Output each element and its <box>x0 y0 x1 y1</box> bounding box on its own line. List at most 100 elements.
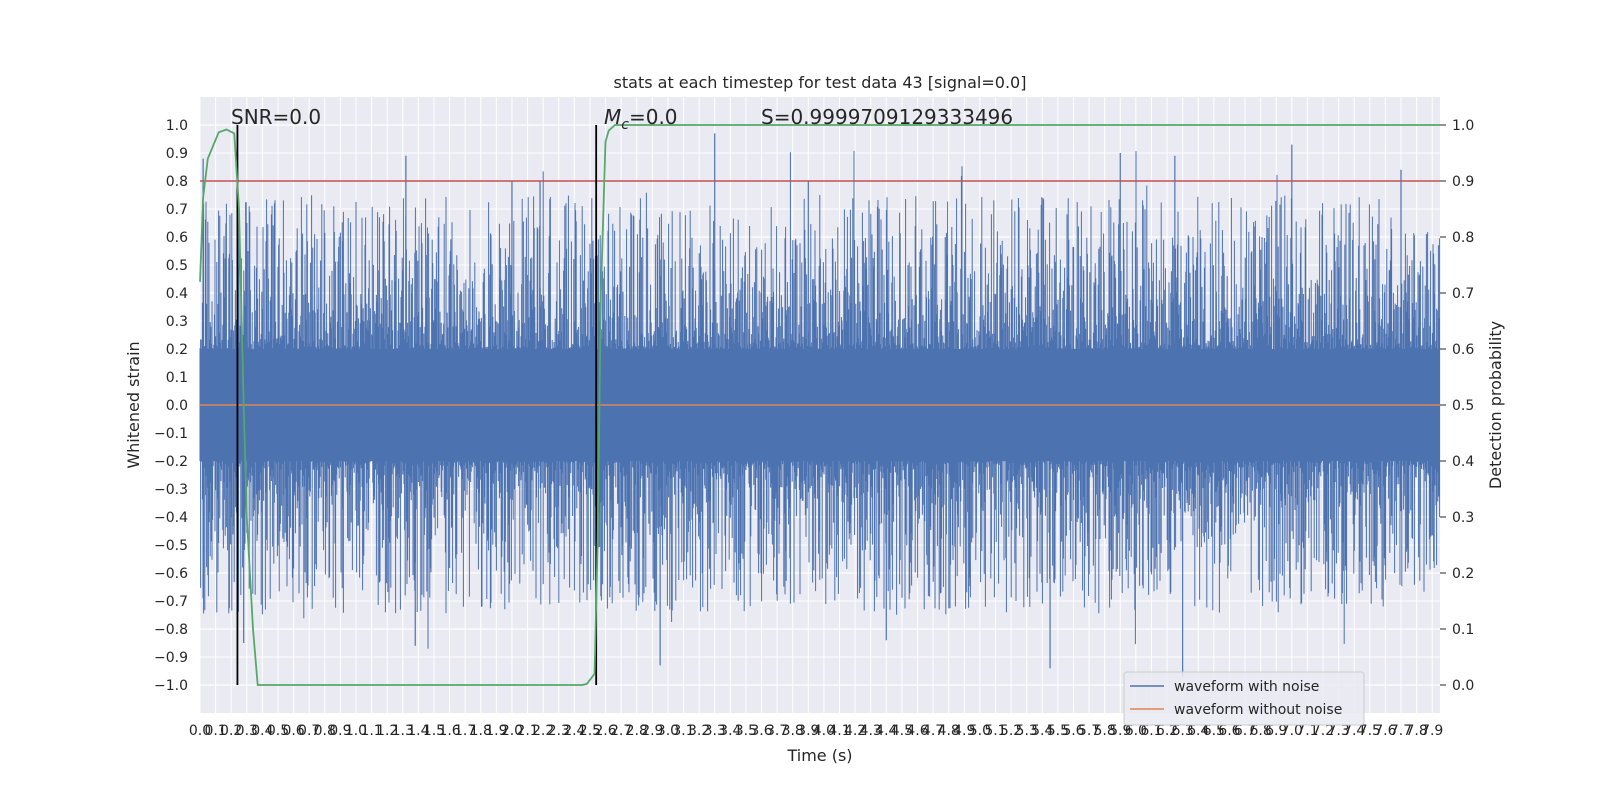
x-tick-label: 5.9 <box>1109 723 1131 739</box>
x-tick-label: 0.7 <box>298 723 320 739</box>
right-y-tick-label: 0.4 <box>1452 454 1474 470</box>
right-y-tick-label: 0.3 <box>1452 510 1474 526</box>
x-tick-label: 2.5 <box>579 723 601 739</box>
x-tick-label: 4.6 <box>906 723 928 739</box>
y-axis-label: Whitened strain <box>124 341 143 468</box>
y-tick-label: 0.9 <box>166 146 188 162</box>
x-tick-label: 7.5 <box>1359 723 1381 739</box>
x-tick-label: 6.8 <box>1249 723 1271 739</box>
y-tick-label: 0.0 <box>166 398 188 414</box>
right-y-axis-label: Detection probability <box>1486 321 1505 489</box>
x-tick-label: 1.4 <box>407 723 429 739</box>
right-y-tick-label: 0.2 <box>1452 566 1474 582</box>
x-tick-label: 7.2 <box>1312 723 1334 739</box>
x-tick-label: 6.6 <box>1218 723 1240 739</box>
right-y-tick-label: 0.6 <box>1452 342 1474 358</box>
y-tick-label: −0.2 <box>154 454 188 470</box>
legend-label-noise: waveform with noise <box>1174 679 1319 695</box>
y-tick-label: −0.8 <box>154 622 188 638</box>
legend-label-clean: waveform without noise <box>1174 702 1342 718</box>
x-tick-label: 1.8 <box>470 723 492 739</box>
right-y-tick-label: 0.0 <box>1452 678 1474 694</box>
x-tick-label: 2.0 <box>501 723 523 739</box>
y-tick-label: −0.7 <box>154 594 188 610</box>
x-tick-label: 0.4 <box>251 723 273 739</box>
x-tick-label: 5.4 <box>1031 723 1053 739</box>
x-tick-label: 2.3 <box>548 723 570 739</box>
x-tick-label: 4.3 <box>860 723 882 739</box>
y-tick-label: −0.9 <box>154 650 188 666</box>
legend: waveform with noise waveform without noi… <box>1123 671 1365 726</box>
x-tick-label: 3.6 <box>750 723 772 739</box>
x-tick-label: 4.2 <box>844 723 866 739</box>
x-tick-label: 2.9 <box>641 723 663 739</box>
legend-box <box>1123 671 1365 726</box>
x-tick-label: 7.8 <box>1405 723 1427 739</box>
x-tick-label: 3.5 <box>735 723 757 739</box>
x-tick-label: 1.9 <box>485 723 507 739</box>
x-tick-label: 5.2 <box>1000 723 1022 739</box>
x-tick-label: 0.1 <box>204 723 226 739</box>
x-tick-label: 4.4 <box>875 723 897 739</box>
x-tick-label: 6.9 <box>1265 723 1287 739</box>
x-tick-label: 7.1 <box>1296 723 1318 739</box>
series-detection-probability-group <box>199 124 1440 686</box>
x-tick-label: 1.6 <box>438 723 460 739</box>
x-tick-label: 0.8 <box>314 723 336 739</box>
x-tick-label: 1.3 <box>392 723 414 739</box>
y-tick-label: 0.1 <box>166 370 188 386</box>
x-tick-label: 1.1 <box>360 723 382 739</box>
x-tick-label: 6.2 <box>1156 723 1178 739</box>
right-y-tick-label: 0.8 <box>1452 230 1474 246</box>
y-tick-label: −0.6 <box>154 566 188 582</box>
x-tick-label: 7.4 <box>1343 723 1365 739</box>
x-tick-label: 0.3 <box>236 723 258 739</box>
x-tick-label: 5.1 <box>984 723 1006 739</box>
x-tick-label: 6.0 <box>1125 723 1147 739</box>
x-tick-label: 7.3 <box>1327 723 1349 739</box>
right-y-tick-label: 0.1 <box>1452 622 1474 638</box>
x-tick-label: 2.4 <box>563 723 585 739</box>
score-annotation: S=0.9999709129333496 <box>761 105 1013 129</box>
x-tick-label: 5.8 <box>1094 723 1116 739</box>
right-y-axis-ticks: 1.0 0.9 0.8 0.7 0.6 0.5 0.4 0.3 0.2 0.1 0.0 <box>1440 118 1474 694</box>
x-axis-ticks: 0.00.10.20.30.40.50.60.70.80.91.01.11.21… <box>189 723 1443 739</box>
x-tick-label: 7.0 <box>1281 723 1303 739</box>
x-tick-label: 3.8 <box>782 723 804 739</box>
x-tick-label: 3.7 <box>766 723 788 739</box>
x-tick-label: 7.9 <box>1421 723 1443 739</box>
x-tick-label: 5.3 <box>1016 723 1038 739</box>
right-y-tick-label: 0.7 <box>1452 286 1474 302</box>
x-tick-label: 5.0 <box>969 723 991 739</box>
x-tick-label: 5.6 <box>1062 723 1084 739</box>
chirp-mass-value: =0.0 <box>629 105 678 129</box>
x-tick-label: 1.0 <box>345 723 367 739</box>
x-tick-label: 0.2 <box>220 723 242 739</box>
y-tick-label: −0.3 <box>154 482 188 498</box>
x-tick-label: 1.5 <box>423 723 445 739</box>
x-tick-label: 4.5 <box>891 723 913 739</box>
y-tick-label: 0.8 <box>166 174 188 190</box>
right-y-tick-label: 0.9 <box>1452 174 1474 190</box>
y-tick-label: 0.7 <box>166 202 188 218</box>
y-tick-label: 0.6 <box>166 230 188 246</box>
x-tick-label: 1.7 <box>454 723 476 739</box>
x-tick-label: 0.5 <box>267 723 289 739</box>
x-tick-label: 4.9 <box>953 723 975 739</box>
x-tick-label: 4.8 <box>938 723 960 739</box>
y-tick-label: 0.3 <box>166 314 188 330</box>
x-tick-label: 3.1 <box>672 723 694 739</box>
right-y-tick-label: 1.0 <box>1452 118 1474 134</box>
y-tick-label: −1.0 <box>154 678 188 694</box>
x-tick-label: 0.6 <box>282 723 304 739</box>
x-tick-label: 2.8 <box>626 723 648 739</box>
chirp-mass-symbol: M <box>604 105 621 129</box>
x-tick-label: 2.6 <box>594 723 616 739</box>
y-axis-ticks: 1.0 0.9 0.8 0.7 0.6 0.5 0.4 0.3 0.2 0.1 0.0 −0.1 −0.… <box>154 118 188 694</box>
y-tick-label: 1.0 <box>166 118 188 134</box>
chirp-mass-subscript: c <box>621 117 629 133</box>
y-tick-label: 0.2 <box>166 342 188 358</box>
y-tick-label: −0.1 <box>154 426 188 442</box>
x-tick-label: 6.7 <box>1234 723 1256 739</box>
